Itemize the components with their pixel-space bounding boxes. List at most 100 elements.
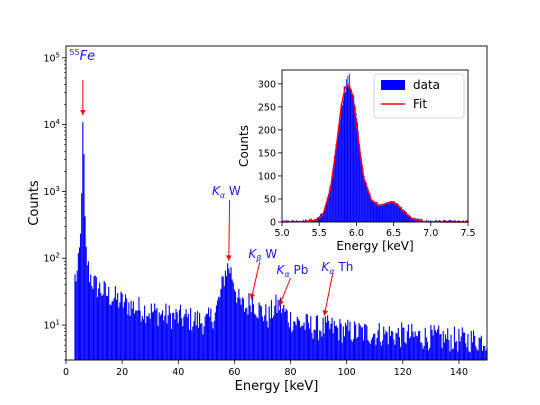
main-x-tick-label: 20 [116, 367, 128, 378]
inset-x-axis-label: Energy [keV] [336, 239, 413, 253]
main-bar [119, 302, 121, 360]
main-bar [451, 349, 453, 360]
main-bar [265, 304, 267, 360]
main-bar [366, 325, 368, 360]
main-bar [318, 340, 320, 360]
inset-bar [409, 215, 411, 222]
inset-y-tick-label: 0 [270, 218, 276, 229]
inset-bar [354, 106, 356, 222]
main-bar [438, 325, 440, 360]
main-bar [355, 324, 357, 360]
main-bar [416, 336, 418, 360]
main-bar [232, 282, 234, 360]
main-bar [433, 325, 435, 360]
inset-bar [448, 219, 450, 222]
main-bar [361, 327, 363, 360]
main-bar [397, 327, 399, 360]
main-bar [224, 270, 226, 360]
main-bar [338, 340, 340, 360]
inset-bar [343, 86, 345, 223]
main-bar [368, 342, 370, 360]
inset-bar [357, 122, 358, 222]
inset-bar [338, 127, 340, 222]
main-bar [460, 336, 462, 360]
main-bar [411, 323, 413, 360]
main-bar [302, 325, 304, 360]
main-bar [462, 332, 464, 360]
annotation-3: Kα Pb [277, 263, 308, 307]
main-bar [200, 323, 202, 360]
main-bar [164, 315, 166, 360]
main-bar [373, 333, 375, 360]
main-bar [428, 350, 430, 360]
inset-bar [462, 220, 464, 222]
main-bar [480, 335, 482, 360]
inset-y-tick-label: 50 [264, 194, 276, 205]
main-bar [389, 336, 392, 360]
main-bar [422, 348, 424, 360]
inset-bar [398, 204, 399, 222]
main-bar [150, 303, 152, 360]
main-bar [294, 322, 296, 360]
main-bar [215, 305, 217, 360]
inset-x-tick-label: 6.5 [386, 228, 401, 239]
main-bar [182, 326, 184, 360]
inset-bar [365, 180, 367, 222]
main-bar [109, 304, 111, 360]
main-bar [100, 292, 102, 360]
inset-bar [331, 180, 332, 222]
main-bar [174, 319, 176, 360]
main-bar [385, 330, 387, 360]
annotation-sub: α [220, 191, 226, 200]
inset-bar [367, 187, 369, 222]
main-bar [394, 344, 396, 360]
inset-bar [457, 220, 459, 222]
inset-bar [386, 202, 388, 222]
main-bar [342, 326, 344, 360]
main-y-tick-label: 103 [43, 185, 60, 198]
main-bar [339, 319, 341, 360]
main-bar [461, 327, 463, 360]
inset-bar [374, 201, 376, 222]
main-bar [145, 323, 147, 360]
main-x-tick-label: 0 [63, 367, 69, 378]
main-bar [231, 279, 233, 360]
main-bar [471, 342, 473, 360]
main-bar [130, 300, 132, 360]
main-bar [399, 347, 402, 360]
main-bar [377, 330, 379, 360]
main-bar [202, 334, 204, 360]
main-bar [148, 313, 150, 360]
main-bar [117, 293, 119, 360]
main-bar [328, 320, 330, 360]
main-bar [146, 316, 148, 360]
main-bar [446, 338, 448, 360]
main-bar [194, 312, 196, 360]
main-bar [293, 320, 295, 360]
main-bar [256, 316, 258, 360]
inset-bar [435, 219, 437, 222]
main-bar [324, 316, 326, 360]
main-histogram [74, 122, 488, 360]
main-bar [219, 297, 221, 360]
main-bar [463, 332, 466, 360]
main-bar [138, 296, 140, 360]
inset-y-tick-label: 150 [258, 148, 276, 159]
main-bar [214, 312, 216, 360]
main-bar [467, 334, 469, 360]
main-bar [387, 344, 389, 360]
main-bar [170, 329, 173, 360]
inset-x-tick-label: 7.0 [423, 228, 438, 239]
main-bar [220, 289, 222, 360]
main-bar [161, 310, 164, 360]
annotation-suffix: W [225, 184, 241, 198]
inset-bar [368, 190, 370, 222]
main-x-tick-label: 140 [450, 367, 468, 378]
main-bar [140, 321, 142, 360]
main-bar [395, 332, 397, 360]
main-bar [285, 308, 287, 360]
main-bar [364, 324, 366, 360]
main-bar [398, 337, 400, 360]
main-bar [261, 316, 264, 360]
main-bar [378, 323, 380, 360]
